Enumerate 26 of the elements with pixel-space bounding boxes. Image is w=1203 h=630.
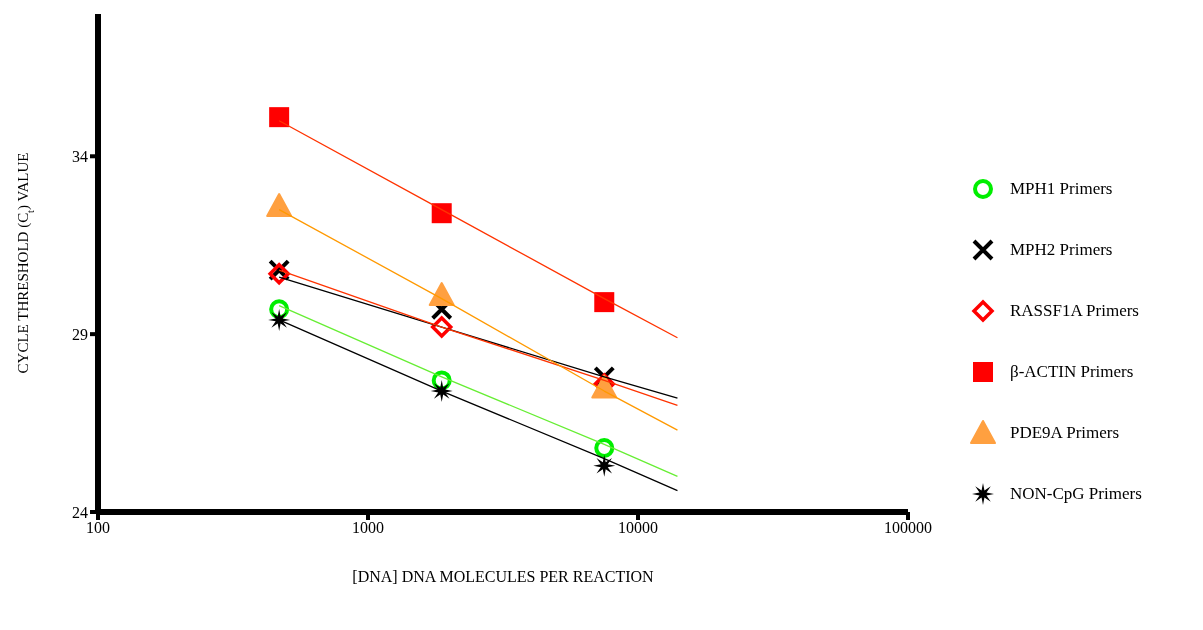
point — [268, 308, 291, 331]
point — [269, 107, 290, 128]
point — [593, 454, 616, 477]
point — [430, 380, 453, 403]
legend-label: NON-CpG Primers — [1010, 483, 1142, 504]
point — [430, 316, 453, 338]
point — [594, 292, 615, 313]
legend-label: MPH1 Primers — [1010, 178, 1113, 199]
y-tick-label: 34 — [72, 147, 88, 165]
x-tick-label: 100000 — [884, 519, 932, 537]
legend-label: β-ACTIN Primers — [1010, 361, 1134, 382]
legend-label: RASSF1A Primers — [1010, 300, 1139, 321]
point — [269, 299, 290, 320]
y-tick-label: 29 — [72, 325, 88, 343]
x-tick-label: 100 — [86, 519, 110, 537]
point — [594, 437, 615, 458]
legend-label: PDE9A Primers — [1010, 422, 1120, 443]
x-tick-label: 10000 — [618, 519, 658, 537]
legend-label: MPH2 Primers — [1010, 239, 1113, 260]
point — [431, 203, 452, 224]
point — [266, 193, 293, 218]
x-axis-title: [DNA] DNA MOLECULES PER REACTION — [352, 568, 655, 585]
y-tick-label: 24 — [72, 503, 88, 521]
point — [431, 370, 452, 391]
x-tick-label: 1000 — [352, 519, 384, 537]
point — [428, 282, 455, 307]
